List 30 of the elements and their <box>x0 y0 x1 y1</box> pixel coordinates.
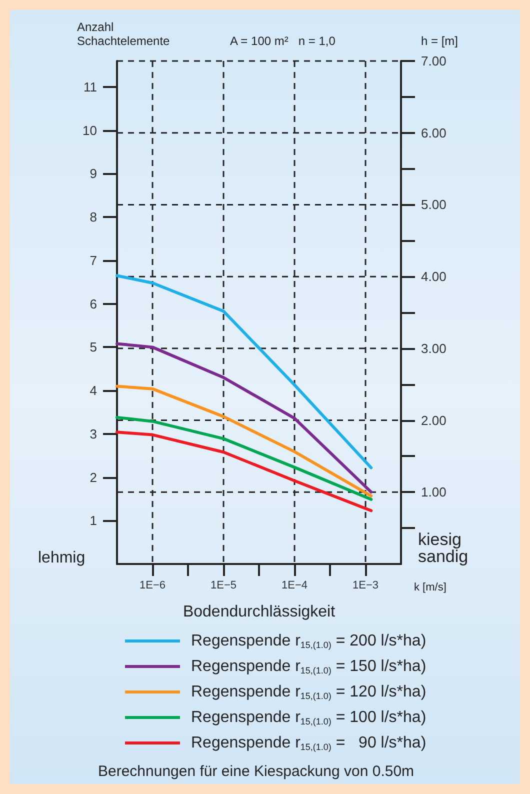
y2-tick-label: 1.00 <box>421 484 446 500</box>
x-axis-title: Bodendurchlässigkeit <box>182 604 336 620</box>
y-tick-label: 5 <box>90 340 97 355</box>
y2-tick-label: 5.00 <box>421 197 446 212</box>
text: kiesig sandig <box>418 530 468 566</box>
y-tick-label: 2 <box>90 470 97 485</box>
y-tick-label: 6 <box>90 296 97 312</box>
y2-tick-label: 7.00 <box>421 54 446 68</box>
x-tick-label: 1E−4 <box>282 580 308 592</box>
y-tick-label: 10 <box>82 122 97 138</box>
x-tick-label: 1E−5 <box>210 580 237 592</box>
y-tick-label: 1 <box>90 513 97 528</box>
y2-tick-label: 3.00 <box>421 340 446 356</box>
y-tick-label: 3 <box>90 426 97 442</box>
x-tick-label: 1E−3 <box>352 580 379 592</box>
y2-axis-title: h = [m] <box>420 34 458 48</box>
y-tick-label: 11 <box>84 80 97 95</box>
y-tick-label: 7 <box>90 252 97 268</box>
text: k [m/s] <box>414 582 446 594</box>
x-tick-label: 1E−6 <box>140 580 166 592</box>
y-tick-label: 4 <box>90 383 97 398</box>
y2-tick-label: 2.00 <box>421 412 446 428</box>
y2-tick-label: 6.00 <box>421 125 446 140</box>
text: A = 100 m² n = 1,0 <box>230 34 336 48</box>
text: lehmig <box>38 550 86 566</box>
text: Berechnungen für eine Kiespackung von 0.50m <box>98 763 414 780</box>
y-tick-label: 9 <box>90 166 97 182</box>
y-axis-title: Anzahl Schachtelemente <box>77 20 170 48</box>
y-tick-label: 8 <box>90 210 97 225</box>
y2-tick-label: 4.00 <box>421 269 446 284</box>
